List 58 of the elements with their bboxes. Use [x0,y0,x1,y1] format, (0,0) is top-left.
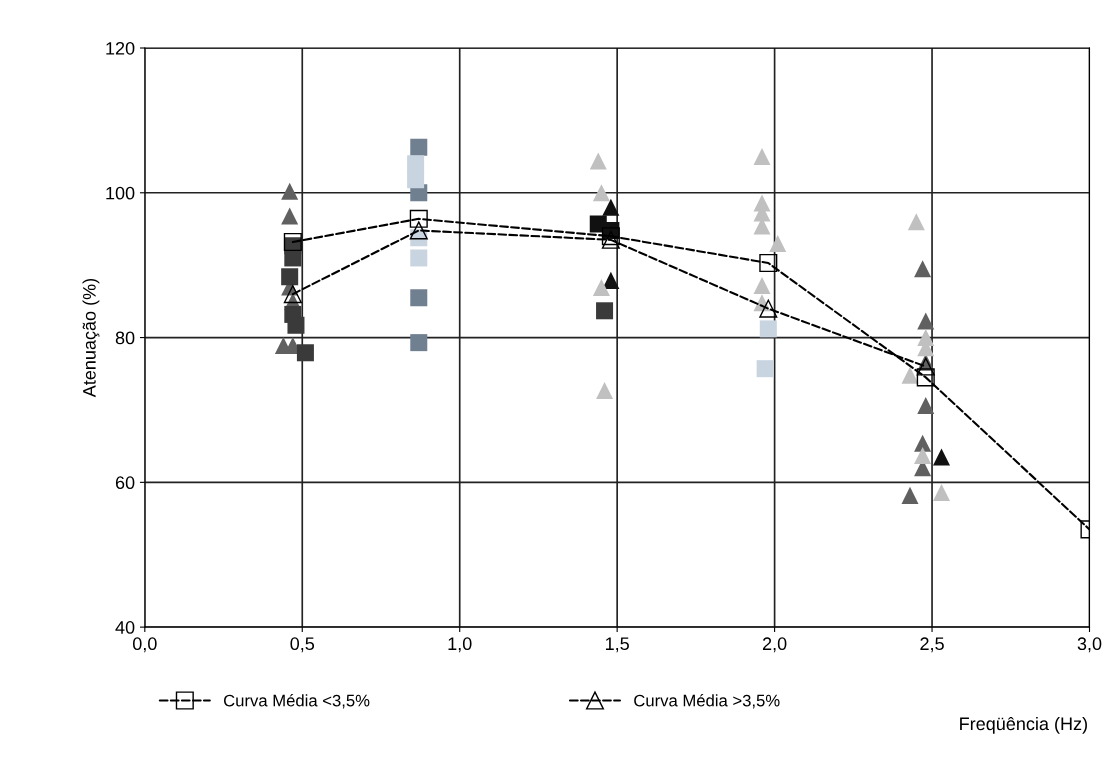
y-tick-label: 60 [115,476,135,490]
x-tick-label: 1,5 [605,637,629,653]
point [917,397,935,415]
point [409,209,428,228]
point [409,221,428,240]
point [596,302,614,320]
y-tick-label: 100 [106,186,135,200]
point [602,198,620,216]
point [916,368,935,387]
point [407,155,425,173]
point [914,260,932,278]
point [917,312,935,330]
point [296,344,314,362]
point [407,171,425,189]
point [759,253,778,273]
point [596,381,614,399]
point [410,334,428,352]
x-tick-label: 3,0 [1077,637,1102,653]
x-tick-label: 2,5 [920,637,944,653]
point [283,232,302,252]
x-tick-label: 0,0 [132,637,157,653]
y-tick-label: 120 [106,41,135,55]
point [756,360,774,378]
point [281,182,299,200]
point [410,249,428,267]
point [281,207,299,225]
point [759,299,778,318]
point [901,366,919,384]
x-tick-label: 0,5 [290,637,315,653]
point [914,447,932,465]
point [281,268,299,286]
point [284,249,302,267]
point [907,213,925,231]
point [932,483,950,501]
point [410,138,428,156]
point [753,276,771,294]
point [916,357,935,376]
point [602,271,620,289]
legend-label: Curva Média <3,5% [224,694,370,709]
point [283,285,302,304]
point [410,289,428,307]
point [914,434,932,452]
x-axis-title: Freqüência (Hz) [960,716,1087,734]
point [932,448,950,466]
point [287,316,305,334]
point [769,234,787,252]
point [592,279,610,297]
point [753,148,771,166]
legend-label: Curva Média >3,5% [634,694,780,709]
y-tick-label: 40 [115,621,135,634]
point [759,320,777,338]
y-axis-title: Atenuação (%) [82,278,100,398]
y-tick-label: 80 [115,331,135,345]
x-tick-label: 1,0 [448,637,472,653]
point [589,152,607,170]
point [592,184,610,202]
point [901,486,919,504]
x-tick-label: 2,0 [762,637,787,653]
